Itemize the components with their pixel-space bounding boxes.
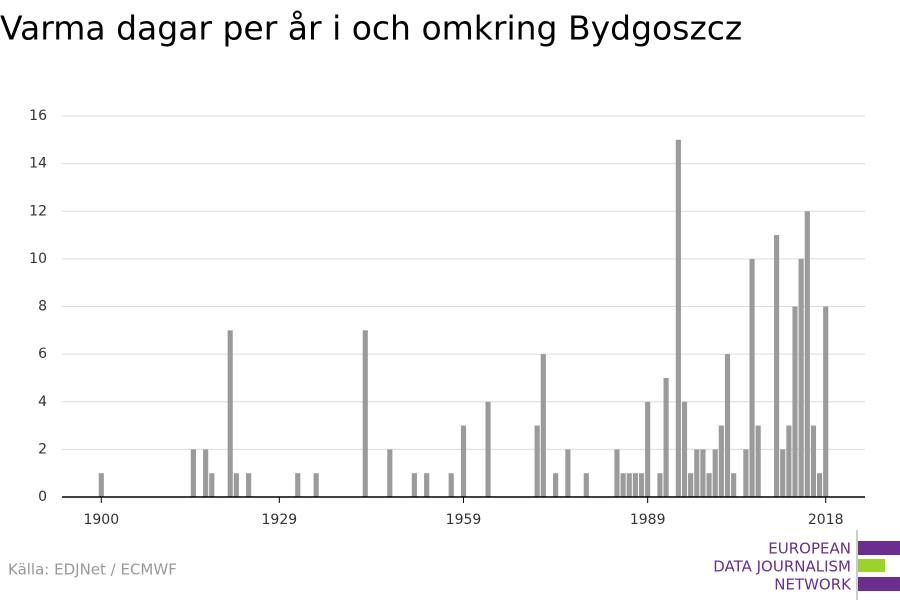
bar bbox=[792, 306, 798, 497]
logo-text: DATA JOURNALISM bbox=[713, 558, 851, 576]
bar bbox=[411, 473, 417, 497]
bar bbox=[774, 235, 780, 497]
bar bbox=[448, 473, 454, 497]
bar bbox=[534, 425, 540, 497]
x-tick-label: 2018 bbox=[808, 512, 844, 528]
bar bbox=[786, 425, 792, 497]
bar bbox=[424, 473, 430, 497]
bar bbox=[657, 473, 663, 497]
bar bbox=[632, 473, 638, 497]
bar bbox=[387, 449, 393, 497]
logo-bar bbox=[858, 541, 900, 555]
bar bbox=[233, 473, 239, 497]
bar bbox=[583, 473, 589, 497]
bar bbox=[246, 473, 252, 497]
bar bbox=[688, 473, 694, 497]
bar bbox=[553, 473, 559, 497]
bar bbox=[749, 258, 755, 497]
y-tick-label: 2 bbox=[38, 441, 47, 457]
y-tick-label: 6 bbox=[38, 346, 47, 362]
bar bbox=[700, 449, 706, 497]
bar bbox=[694, 449, 700, 497]
bar bbox=[614, 449, 620, 497]
logo-bar bbox=[858, 577, 900, 591]
bar bbox=[755, 425, 761, 497]
bar bbox=[731, 473, 737, 497]
y-tick-label: 4 bbox=[38, 394, 47, 410]
y-tick-label: 14 bbox=[29, 156, 47, 172]
bar bbox=[804, 211, 810, 497]
source: Källa: EDJNet / ECMWF bbox=[8, 561, 177, 579]
bar bbox=[626, 473, 632, 497]
bar bbox=[313, 473, 319, 497]
bar bbox=[645, 401, 651, 497]
bar bbox=[638, 473, 645, 497]
bar bbox=[724, 354, 731, 497]
logo-text: EUROPEAN bbox=[768, 540, 851, 558]
y-tick-label: 8 bbox=[38, 299, 47, 315]
bar bbox=[706, 473, 712, 497]
bar bbox=[718, 425, 724, 497]
bar bbox=[227, 330, 233, 497]
bar bbox=[485, 401, 491, 497]
bar bbox=[816, 473, 823, 497]
bar bbox=[540, 354, 546, 497]
bar bbox=[712, 449, 718, 497]
bar bbox=[798, 258, 804, 497]
bar bbox=[295, 473, 301, 497]
bar bbox=[780, 449, 786, 497]
y-tick-label: 10 bbox=[29, 251, 47, 267]
y-tick-label: 12 bbox=[29, 203, 47, 219]
bar bbox=[203, 449, 209, 497]
bar bbox=[565, 449, 571, 497]
bar bbox=[681, 401, 688, 497]
x-tick-label: 1959 bbox=[446, 512, 482, 528]
bar bbox=[663, 377, 669, 497]
bar bbox=[823, 306, 829, 497]
chart-title: Varma dagar per år i och omkring Bydgosz… bbox=[0, 9, 742, 48]
logo-text: NETWORK bbox=[774, 576, 852, 594]
bar bbox=[98, 473, 104, 497]
bar bbox=[209, 473, 215, 497]
bar bbox=[675, 139, 681, 497]
x-tick-label: 1989 bbox=[630, 512, 666, 528]
logo: EUROPEAN DATA JOURNALISM NETWORK bbox=[713, 530, 900, 600]
bar bbox=[362, 330, 368, 497]
bar bbox=[743, 449, 749, 497]
y-tick-label: 16 bbox=[29, 108, 47, 124]
bar bbox=[620, 473, 626, 497]
bar bbox=[190, 449, 196, 497]
x-tick-label: 1900 bbox=[83, 512, 119, 528]
x-tick-label: 1929 bbox=[262, 512, 298, 528]
bar bbox=[460, 425, 467, 497]
bar bbox=[810, 425, 817, 497]
logo-bar bbox=[858, 559, 885, 572]
y-tick-label: 0 bbox=[38, 489, 47, 505]
